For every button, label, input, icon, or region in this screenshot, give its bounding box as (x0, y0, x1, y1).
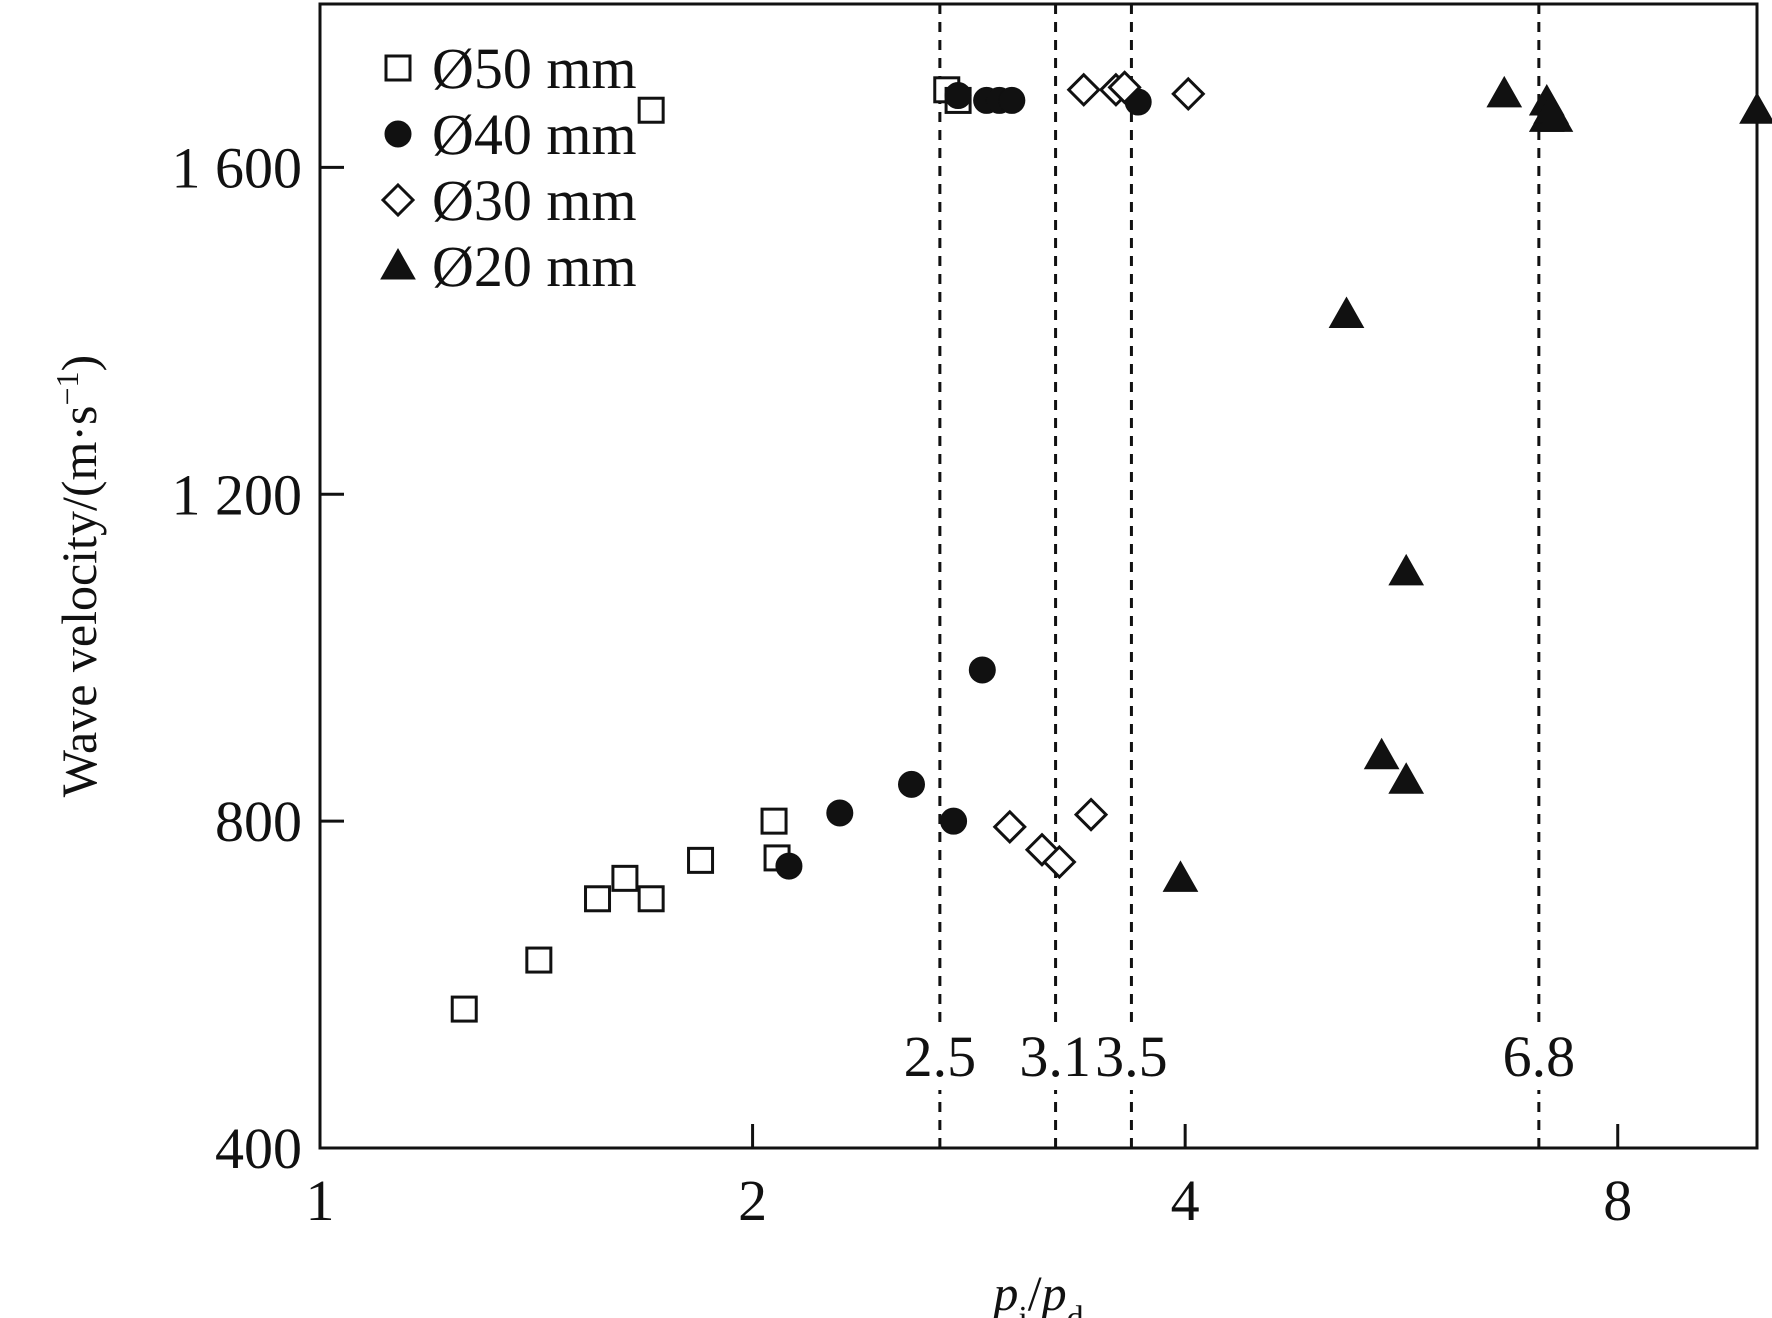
y-axis-label: Wave velocity/(m·s−1) (49, 355, 107, 797)
data-point-diamond-open-2-7 (1171, 76, 1206, 112)
y-tick-label: 400 (215, 1116, 302, 1181)
plot-frame (318, 2, 1759, 1150)
data-point-circle-filled-1-3 (940, 807, 968, 835)
legend-marker-diamond-open (380, 182, 416, 218)
data-point-triangle-filled-3-5 (1486, 75, 1523, 108)
reference-label-background (895, 1024, 984, 1090)
data-point-square-open-0-5 (687, 846, 715, 874)
legend-label: Ø20 mm (432, 234, 637, 299)
data-points (450, 70, 1772, 1023)
x-tick-label: 1 (306, 1168, 335, 1233)
reference-label-background (1494, 1024, 1583, 1090)
data-point-triangle-filled-3-0 (1162, 860, 1199, 892)
data-point-diamond-open-2-4 (1066, 72, 1101, 107)
data-point-circle-filled-1-2 (897, 770, 925, 798)
data-point-circle-filled-1-0 (775, 852, 803, 880)
reference-label: 3.1 (1019, 1024, 1092, 1089)
reference-label: 3.5 (1095, 1024, 1168, 1089)
data-point-triangle-filled-3-4 (1388, 553, 1425, 586)
x-axis-label: pi/pd (990, 1265, 1083, 1318)
data-point-square-open-0-2 (584, 885, 612, 913)
plot-layer (318, 2, 1759, 1150)
data-point-triangle-filled-3-3 (1388, 762, 1425, 794)
reference-label-background (1087, 1024, 1176, 1090)
x-tick-label: 2 (738, 1168, 767, 1233)
data-point-square-open-0-8 (637, 96, 665, 124)
axes: 1 2 4 8 400 800 1 200 1 600 pi/pd Wave velocity/(… (49, 135, 1632, 1318)
legend-marker-square-open (384, 54, 412, 82)
legend-label: Ø30 mm (432, 168, 637, 233)
x-tick-label: 8 (1603, 1168, 1632, 1233)
data-point-circle-filled-1-8 (998, 86, 1026, 114)
data-point-circle-filled-1-5 (944, 82, 972, 110)
data-point-triangle-filled-3-10 (1739, 92, 1772, 124)
data-point-triangle-filled-3-1 (1328, 296, 1365, 329)
data-point-diamond-open-2-3 (1073, 797, 1109, 832)
legend-marker-triangle-filled (380, 247, 416, 280)
data-point-square-open-0-0 (450, 995, 478, 1023)
data-point-square-open-0-3 (611, 864, 639, 892)
data-point-triangle-filled-3-2 (1363, 737, 1400, 770)
data-point-diamond-open-2-2 (1042, 844, 1077, 880)
legend-marker-circle-filled (384, 120, 412, 148)
legend-label: Ø40 mm (432, 102, 637, 167)
y-tick-label: 1 200 (172, 462, 303, 527)
legend-label: Ø50 mm (432, 36, 637, 101)
data-point-circle-filled-1-4 (968, 656, 996, 684)
reference-lines: 2.5 3.1 3.5 6.8 (895, 4, 1583, 1148)
data-point-square-open-0-4 (637, 885, 665, 913)
data-point-square-open-0-6 (760, 807, 788, 835)
y-tick-label: 800 (215, 789, 302, 854)
x-tick-label: 4 (1171, 1168, 1200, 1233)
y-tick-label: 1 600 (172, 135, 303, 200)
reference-label-background (1011, 1024, 1100, 1090)
data-point-circle-filled-1-1 (826, 799, 854, 827)
reference-label: 6.8 (1503, 1024, 1576, 1089)
data-point-square-open-0-1 (525, 946, 553, 974)
data-point-diamond-open-2-6 (1107, 70, 1142, 105)
reference-label: 2.5 (904, 1024, 977, 1089)
data-point-triangle-filled-3-9 (1537, 100, 1574, 132)
data-point-diamond-open-2-0 (992, 809, 1027, 844)
